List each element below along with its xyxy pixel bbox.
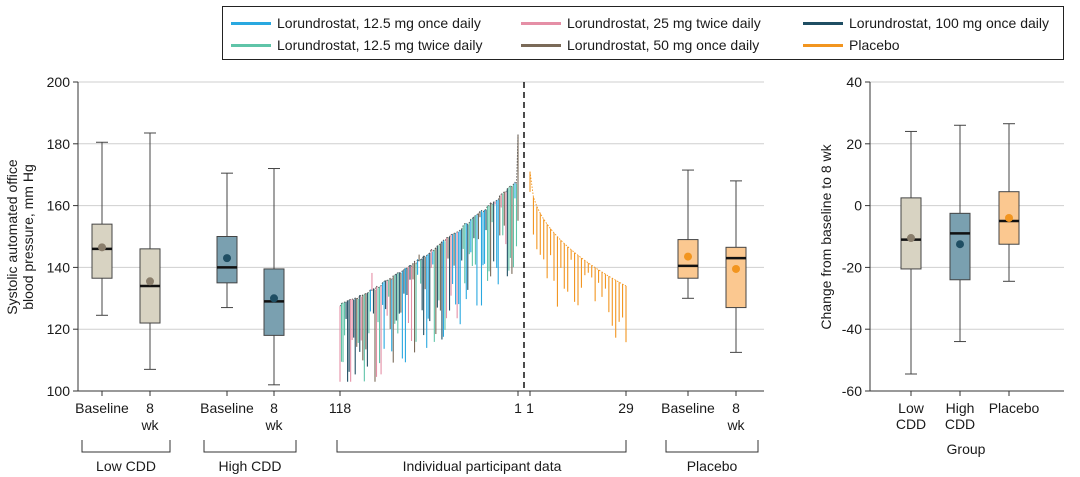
group-label: Placebo	[687, 458, 738, 474]
group-bracket	[336, 440, 627, 453]
group-bracket	[665, 440, 759, 453]
x-tick-label: 118	[329, 400, 352, 416]
legend: Lorundrostat, 12.5 mg once daily Lorundr…	[222, 6, 1064, 60]
legend-label: Lorundrostat, 12.5 mg twice daily	[277, 37, 483, 53]
placebo-baseline-trace	[529, 171, 627, 287]
legend-label: Placebo	[849, 37, 900, 53]
x-tick-label: 8	[732, 400, 740, 416]
x-tick-label: 1	[526, 400, 534, 416]
y-axis-label-line: Systolic automated office	[4, 159, 20, 315]
x-tick-label: CDD	[945, 416, 975, 432]
y-tick-label: -60	[842, 383, 862, 399]
x-tick-label: Baseline	[200, 400, 254, 416]
group-label: Individual participant data	[403, 458, 562, 474]
y-tick-label: 0	[854, 198, 862, 214]
legend-item: Placebo	[803, 36, 900, 54]
x-tick-label: Low	[898, 400, 925, 416]
x-tick-label: 8	[146, 400, 154, 416]
baseline-trace	[339, 134, 519, 307]
mean-marker	[223, 254, 231, 263]
right-panel: -60 -40 -20 0 20 40 Change from baseline to 8 …	[818, 74, 1064, 457]
mean-marker	[956, 240, 964, 249]
iqr-box	[725, 246, 747, 309]
mean-marker	[146, 277, 154, 286]
y-tick-label: 20	[846, 136, 862, 152]
x-tick-label: 29	[618, 400, 634, 416]
y-tick-label: 120	[47, 321, 71, 337]
x-tick-label: wk	[726, 417, 745, 433]
left-panel: 100 120 140 160 180 200 Systolic automated off…	[4, 74, 764, 474]
legend-swatch	[231, 21, 271, 25]
y-axis-label: Change from baseline to 8 wk	[818, 143, 834, 329]
x-tick-label: wk	[264, 417, 283, 433]
legend-swatch	[521, 43, 561, 47]
mean-marker	[98, 243, 106, 252]
mean-marker	[270, 294, 278, 303]
y-tick-label: 100	[47, 383, 71, 399]
legend-item: Lorundrostat, 12.5 mg twice daily	[231, 36, 482, 54]
y-axis-label: Systolic automated officeblood pressure,…	[4, 159, 36, 315]
x-tick-label: Baseline	[75, 400, 129, 416]
legend-item: Lorundrostat, 50 mg once daily	[521, 36, 759, 54]
iqr-box	[900, 197, 922, 270]
mean-marker	[732, 264, 740, 273]
x-tick-label: 8	[270, 400, 278, 416]
legend-label: Lorundrostat, 25 mg twice daily	[567, 15, 761, 31]
y-tick-label: 40	[846, 74, 862, 90]
y-tick-label: -40	[842, 321, 862, 337]
y-tick-label: 160	[47, 198, 71, 214]
y-axis-label-line: blood pressure, mm Hg	[20, 164, 36, 310]
y-tick-label: 200	[47, 74, 71, 90]
x-tick-label: High	[946, 400, 975, 416]
group-bracket	[203, 440, 297, 453]
y-tick-label: -20	[842, 259, 862, 275]
legend-label: Lorundrostat, 50 mg once daily	[567, 37, 760, 53]
legend-item: Lorundrostat, 100 mg once daily	[803, 14, 1049, 32]
legend-swatch	[231, 43, 271, 47]
legend-swatch	[803, 43, 843, 47]
legend-item: Lorundrostat, 12.5 mg once daily	[231, 14, 481, 32]
x-tick-label: CDD	[896, 416, 926, 432]
x-axis-label: Group	[947, 441, 986, 457]
group-label: High CDD	[218, 458, 281, 474]
legend-swatch	[521, 21, 561, 25]
legend-swatch	[803, 21, 843, 25]
x-tick-label: Baseline	[661, 400, 715, 416]
y-tick-label: 140	[47, 259, 71, 275]
mean-marker	[1005, 213, 1013, 222]
x-tick-label: wk	[140, 417, 159, 433]
legend-label: Lorundrostat, 12.5 mg once daily	[277, 15, 481, 31]
group-bracket	[81, 440, 171, 453]
y-tick-label: 180	[47, 136, 71, 152]
mean-marker	[907, 234, 915, 243]
x-tick-label: 1	[514, 400, 522, 416]
x-tick-label: Placebo	[989, 400, 1040, 416]
group-label: Low CDD	[96, 458, 156, 474]
legend-label: Lorundrostat, 100 mg once daily	[849, 15, 1050, 31]
mean-marker	[684, 252, 692, 261]
legend-item: Lorundrostat, 25 mg twice daily	[521, 14, 761, 32]
